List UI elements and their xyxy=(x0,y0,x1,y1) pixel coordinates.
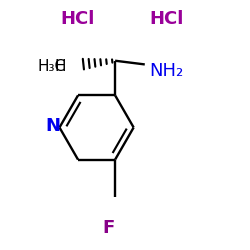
Text: HCl: HCl xyxy=(150,10,184,28)
Text: N: N xyxy=(46,117,61,135)
Text: H₃C: H₃C xyxy=(38,60,66,74)
Text: NH₂: NH₂ xyxy=(150,62,184,80)
Text: H: H xyxy=(54,60,66,74)
Text: F: F xyxy=(103,218,115,236)
Text: HCl: HCl xyxy=(61,10,95,28)
